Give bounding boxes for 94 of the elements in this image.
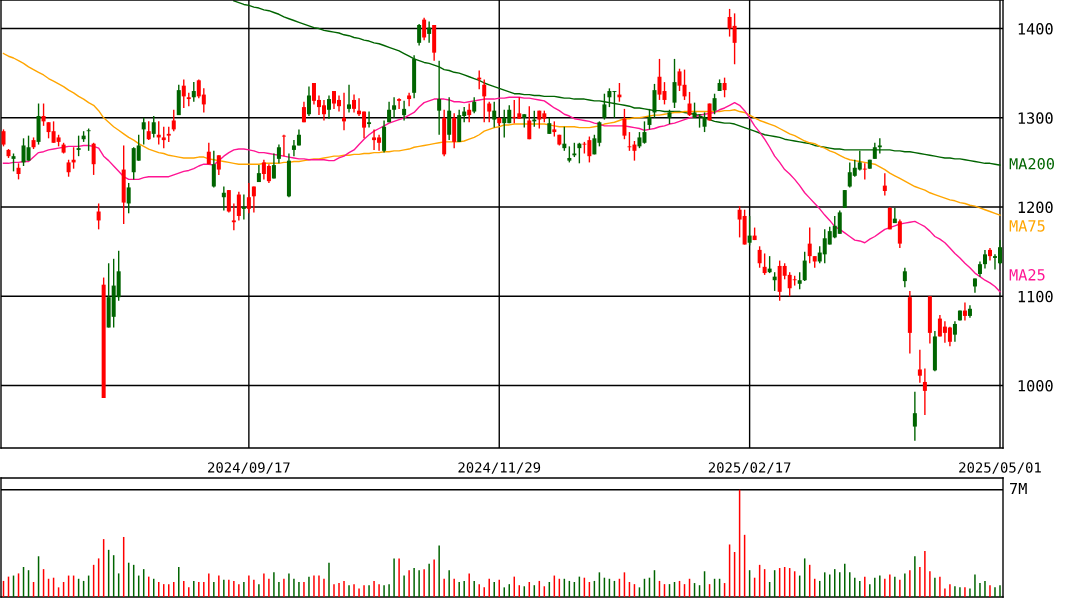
candlestick [912,391,917,442]
candlestick [762,252,767,276]
candlestick [402,100,407,122]
candlestick [392,96,397,119]
candlestick [607,87,612,108]
candlestick [682,68,687,101]
candlestick [877,137,882,155]
ref-line-label: 7M [1010,482,1027,495]
candlestick [467,102,472,123]
candlestick [437,59,442,136]
candlestick [922,367,927,416]
y-tick-label: 1300 [1018,112,1053,124]
candlestick [281,134,286,157]
series-label: MA25 [1009,269,1045,281]
candlestick [757,245,762,269]
candlestick [902,267,907,289]
candlestick [91,142,96,176]
candlestick [917,349,922,384]
candlestick [687,91,692,117]
candlestick [241,193,246,221]
candlestick [161,126,166,149]
candlestick [326,94,331,120]
candlestick [276,143,281,165]
candlestick [952,320,957,343]
candlestick [231,202,236,231]
candlestick [837,209,842,235]
candlestick [41,102,46,127]
candlestick [367,110,372,129]
candlestick [291,139,296,157]
candlestick [236,191,241,222]
candlestick [407,92,412,107]
candlestick [897,218,902,249]
candlestick [747,215,752,247]
candlestick [657,58,662,101]
candlestick [672,58,677,109]
candlestick [372,128,377,151]
x-tick-label: 2025/02/17 [708,462,791,474]
candlestick [26,134,31,162]
candlestick [76,134,81,157]
series-label: MA75 [1009,220,1045,232]
candlestick [502,109,507,139]
candlestick [251,185,256,214]
candlestick [807,226,812,264]
candlestick [151,115,156,139]
candlestick [246,182,251,214]
candlestick [647,108,652,131]
candlestick [146,120,151,141]
y-tick-label: 1400 [1018,23,1053,35]
line-series [2,52,1001,216]
candlestick [211,150,216,189]
candlestick [487,101,492,123]
candlestick [722,76,727,98]
candlestick [527,105,532,140]
y-tick-label: 1200 [1018,201,1053,214]
y-tick-label: 1100 [1018,290,1053,303]
candlestick [181,78,186,109]
candlestick [962,301,967,322]
line-series [233,0,1001,166]
candlestick [702,111,707,133]
x-tick-label: 2024/09/17 [208,462,290,474]
candlestick [802,250,807,282]
line-series [2,96,1001,293]
candlestick [627,131,632,152]
candlestick [652,83,657,119]
candlestick [482,78,487,123]
candlestick [171,109,176,132]
x-tick-label: 2024/11/29 [458,462,541,474]
candlestick [492,101,497,129]
candlestick [417,23,422,47]
candlestick [732,12,737,65]
candlestick [882,172,887,197]
candlestick [397,97,402,110]
candlestick [982,249,987,270]
candlestick [271,152,276,180]
candlestick [622,108,627,140]
candlestick [712,93,717,115]
candlestick [947,325,952,347]
candlestick [86,127,91,152]
candlestick [306,85,311,117]
candlestick [512,99,517,124]
candlestick [997,239,1002,265]
candlestick [191,81,196,103]
candlestick [141,117,146,146]
candlestick [427,20,432,44]
candlestick [266,163,271,184]
candlestick [321,99,326,122]
candlestick [126,182,131,214]
y-tick-label: 1000 [1018,380,1053,392]
x-tick-label: 2025/05/01 [959,462,1041,474]
candlestick [422,17,427,41]
candlestick [216,154,221,176]
series-label: MA200 [1009,158,1055,170]
candlestick [602,93,607,121]
candlestick [347,84,352,114]
